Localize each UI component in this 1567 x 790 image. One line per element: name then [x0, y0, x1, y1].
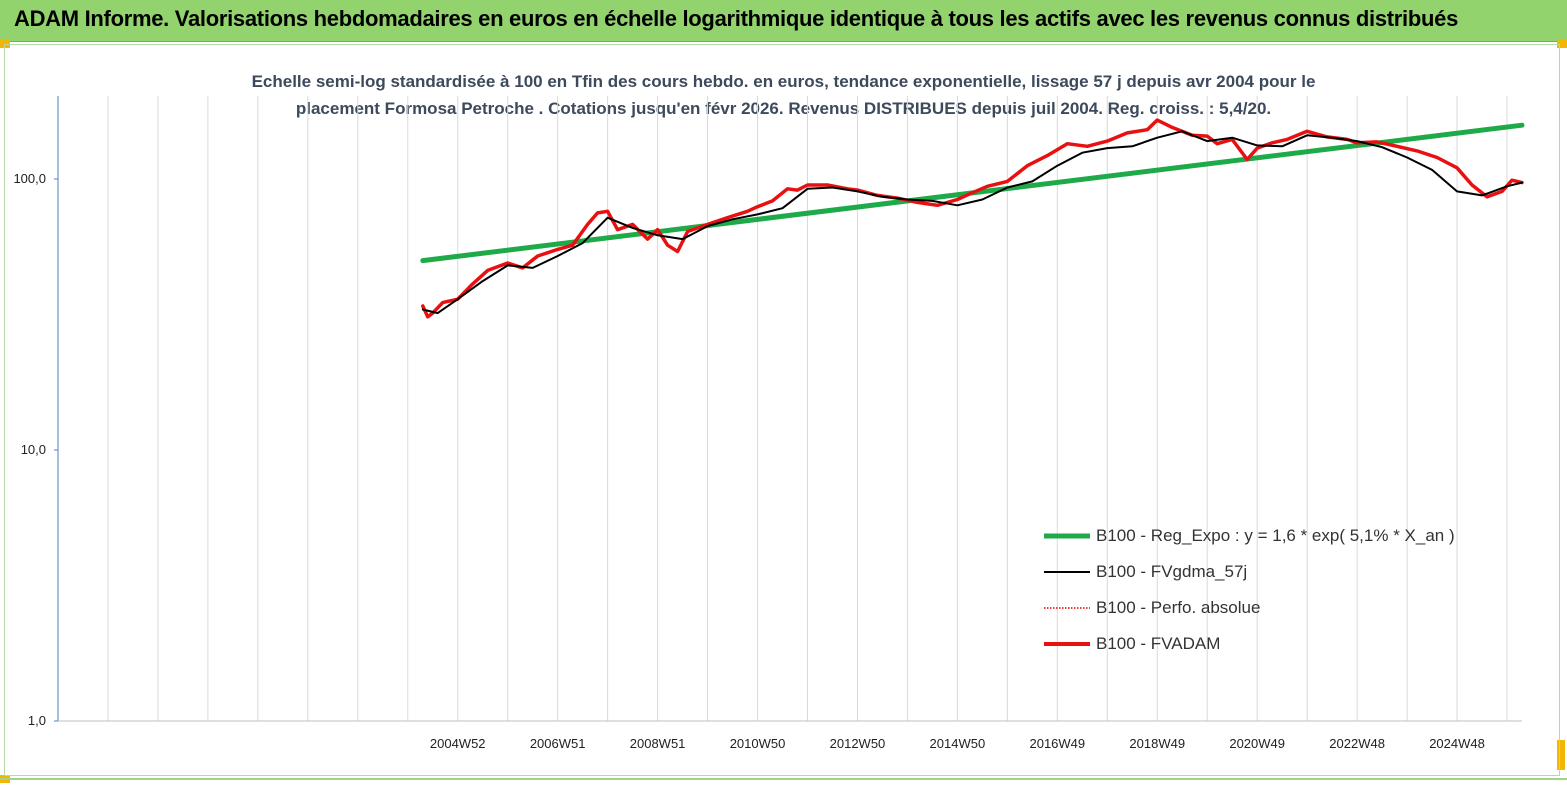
x-tick-label-3: 2010W50 — [730, 736, 786, 751]
legend-item-fvadam: B100 - FVADAM — [1044, 626, 1514, 662]
title-banner: ADAM Informe. Valorisations hebdomadaire… — [0, 0, 1567, 42]
legend-label-perfo: B100 - Perfo. absolue — [1096, 598, 1261, 617]
series-lines — [420, 118, 1525, 319]
banner-title: ADAM Informe. Valorisations hebdomadaire… — [14, 6, 1459, 31]
legend-label-fvadam: B100 - FVADAM — [1096, 634, 1221, 653]
corner-marker-bottom-right — [1557, 740, 1565, 770]
x-tick-label-4: 2012W50 — [830, 736, 886, 751]
y-tick-label-1: 10,0 — [21, 442, 46, 457]
legend-label-fvgdma: B100 - FVgdma_57j — [1096, 562, 1248, 581]
legend-swatch-reg-expo — [1044, 533, 1090, 539]
axes — [57, 96, 1522, 722]
chart-title: Echelle semi-log standardisée à 100 en T… — [0, 68, 1567, 122]
chart-title-line-1: Echelle semi-log standardisée à 100 en T… — [251, 72, 1316, 91]
x-tick-labels: 2004W52 2006W51 2008W51 2010W50 2012W50 2014W… — [430, 736, 1485, 751]
x-tick-label-1: 2006W51 — [530, 736, 586, 751]
chart-frame — [4, 44, 1560, 776]
chart-title-line-2: placement Formosa Petroche . Cotations j… — [295, 99, 1272, 118]
legend-swatch-fvadam — [1044, 642, 1090, 646]
x-tick-label-10: 2024W48 — [1429, 736, 1485, 751]
x-tick-label-2: 2008W51 — [630, 736, 686, 751]
y-tick-label-0: 1,0 — [28, 713, 46, 728]
x-tick-label-0: 2004W52 — [430, 736, 486, 751]
legend: B100 - Reg_Expo : y = 1,6 * exp( 5,1% * … — [1044, 518, 1514, 662]
x-tick-label-7: 2018W49 — [1129, 736, 1185, 751]
series-fvgdma-line — [421, 130, 1523, 315]
y-tick-label-2: 100,0 — [13, 171, 46, 186]
y-tick-labels: 1,0 10,0 100,0 — [13, 171, 58, 728]
legend-swatch-fvgdma — [1044, 571, 1090, 573]
x-tick-label-8: 2020W49 — [1229, 736, 1285, 751]
legend-item-fvgdma: B100 - FVgdma_57j — [1044, 554, 1514, 590]
bottom-rule — [0, 778, 1567, 780]
corner-marker-top-right — [1557, 40, 1567, 48]
x-tick-label-9: 2022W48 — [1329, 736, 1385, 751]
x-tick-label-6: 2016W49 — [1029, 736, 1085, 751]
legend-item-perfo: B100 - Perfo. absolue — [1044, 590, 1514, 626]
legend-label-reg-expo: B100 - Reg_Expo : y = 1,6 * exp( 5,1% * … — [1096, 526, 1455, 545]
legend-swatch-perfo — [1044, 607, 1090, 609]
x-tick-label-5: 2014W50 — [930, 736, 986, 751]
legend-item-reg-expo: B100 - Reg_Expo : y = 1,6 * exp( 5,1% * … — [1044, 518, 1514, 554]
